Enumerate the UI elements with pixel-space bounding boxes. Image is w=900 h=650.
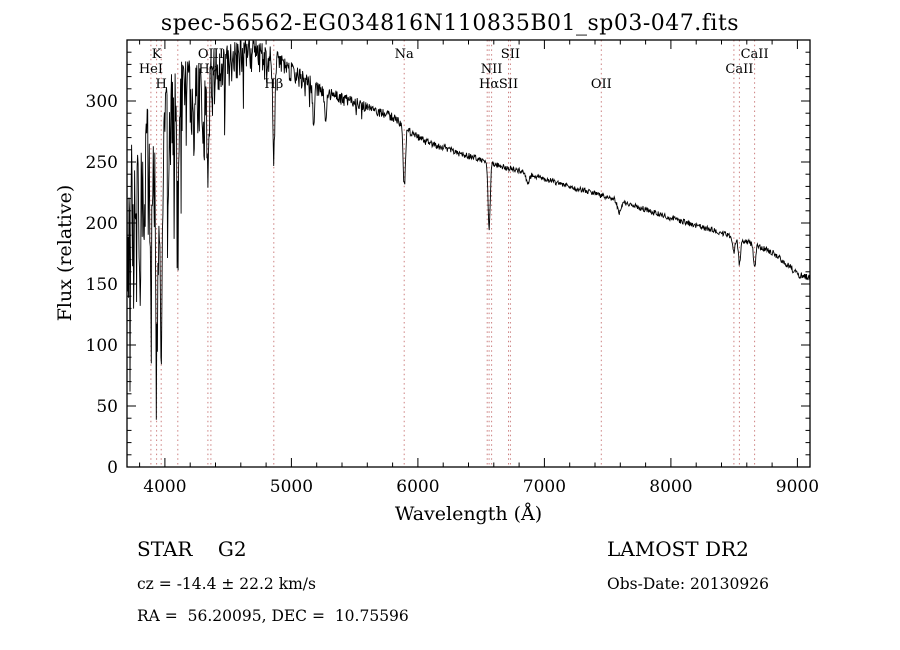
svg-text:Hα: Hα	[479, 77, 499, 92]
y-axis-label: Flux (relative)	[54, 184, 76, 322]
tick-labels: 4000 5000 6000 7000 8000 9000 0 50 100 150 200 250 3…	[86, 92, 819, 497]
x-axis-label: Wavelength (Å)	[394, 503, 543, 525]
svg-text:OII: OII	[591, 77, 612, 92]
svg-text:Hγ: Hγ	[198, 62, 217, 77]
svg-text:CaII: CaII	[725, 62, 753, 77]
svg-text:H: H	[156, 77, 167, 92]
svg-text:K: K	[152, 47, 162, 62]
svg-text:4000: 4000	[143, 477, 186, 497]
svg-text:Na: Na	[395, 47, 414, 62]
survey-label: LAMOST DR2	[607, 537, 749, 561]
line-marker-group	[150, 40, 756, 467]
svg-text:50: 50	[96, 397, 118, 417]
svg-text:300: 300	[86, 92, 118, 112]
plot-title: spec-56562-EG034816N110835B01_sp03-047.f…	[160, 11, 740, 36]
svg-text:SII: SII	[499, 77, 518, 92]
obs-date-label: Obs-Date: 20130926	[607, 575, 769, 593]
svg-text:200: 200	[86, 214, 118, 234]
svg-text:7000: 7000	[523, 477, 566, 497]
svg-text:250: 250	[86, 153, 118, 173]
axes	[126, 39, 811, 468]
spectrum-trace	[127, 40, 810, 420]
svg-text:5000: 5000	[270, 477, 313, 497]
cz-label: cz = -14.4 ± 22.2 km/s	[137, 575, 316, 593]
svg-text:SII: SII	[501, 47, 520, 62]
svg-text:NII: NII	[481, 62, 503, 77]
svg-text:CaII: CaII	[741, 47, 769, 62]
svg-text:100: 100	[86, 336, 118, 356]
object-class-label: STAR G2	[137, 537, 247, 561]
svg-text:150: 150	[86, 275, 118, 295]
svg-text:0: 0	[107, 458, 118, 478]
svg-text:9000: 9000	[776, 477, 819, 497]
svg-text:OIII: OIII	[198, 47, 224, 62]
ticks	[127, 39, 810, 468]
svg-text:Hβ: Hβ	[264, 77, 283, 92]
svg-text:HeI: HeI	[139, 62, 163, 77]
svg-text:8000: 8000	[649, 477, 692, 497]
line-marker-labels: K OIII Na SII CaII HeI Hγ NII CaII H Hβ Hα SII OII	[139, 47, 769, 92]
coords-label: RA = 56.20095, DEC = 10.75596	[137, 607, 409, 625]
svg-text:6000: 6000	[396, 477, 439, 497]
